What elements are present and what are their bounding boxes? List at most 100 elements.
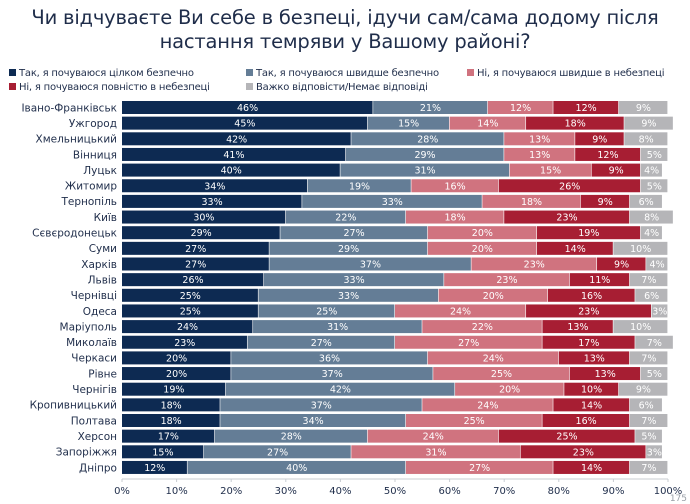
- data-label: 45%: [234, 119, 255, 130]
- data-label: 31%: [425, 447, 446, 458]
- bar-segment-rather-unsafe: [455, 382, 564, 396]
- data-label: 24%: [177, 322, 198, 333]
- bar-row: Миколаїв 23% 27% 27% 17% 7%: [66, 335, 673, 349]
- data-label: 8%: [644, 213, 659, 224]
- data-label: 11%: [589, 275, 610, 286]
- data-label: 19%: [349, 181, 370, 192]
- data-label: 15%: [152, 447, 173, 458]
- data-label: 3%: [647, 447, 662, 458]
- bar-segment-hard-to-say: [646, 257, 668, 271]
- data-label: 25%: [491, 369, 512, 380]
- data-label: 18%: [161, 416, 182, 427]
- bar-segment-fully-unsafe: [498, 429, 635, 443]
- data-label: 10%: [630, 244, 651, 255]
- bar-segment-fully-safe: [122, 398, 220, 412]
- data-label: 14%: [477, 119, 498, 130]
- legend-swatch: [467, 69, 474, 76]
- bar-segment-rather-unsafe: [411, 179, 499, 193]
- data-label: 9%: [598, 197, 613, 208]
- bar-row: Запоріжжя 15% 27% 31% 23% 3%: [56, 445, 662, 459]
- data-label: 25%: [180, 291, 201, 302]
- bar-segment-fully-safe: [122, 460, 187, 474]
- bar-row: Хмельницький 42% 28% 13% 9% 8%: [36, 132, 668, 146]
- data-label: 29%: [414, 150, 435, 161]
- x-tick-label: 20%: [220, 486, 242, 497]
- data-label: 5%: [641, 432, 656, 443]
- data-label: 12%: [597, 150, 618, 161]
- bar-segment-rather-unsafe: [504, 132, 575, 146]
- category-label: Ужгород: [69, 118, 117, 130]
- bar-segment-rather-unsafe: [405, 210, 504, 224]
- data-label: 7%: [641, 353, 656, 364]
- data-label: 20%: [472, 228, 493, 239]
- data-label: 25%: [556, 432, 577, 443]
- chart-title: Чи відчуваєте Ви себе в безпеці, ідучи с…: [0, 6, 690, 54]
- category-label: Харків: [81, 259, 117, 271]
- bar-segment-rather-safe: [285, 210, 406, 224]
- bar-segment-fully-safe: [122, 226, 280, 240]
- bar-segment-fully-unsafe: [597, 257, 646, 271]
- bar-segment-hard-to-say: [629, 194, 662, 208]
- data-label: 27%: [458, 338, 479, 349]
- bar-segment-fully-unsafe: [569, 367, 641, 381]
- data-label: 12%: [576, 103, 597, 114]
- bar-segment-fully-safe: [122, 288, 258, 302]
- bar-segment-rather-safe: [345, 147, 504, 161]
- bar-segment-fully-safe: [122, 132, 351, 146]
- bar-segment-rather-safe: [220, 398, 422, 412]
- bar-segment-fully-unsafe: [553, 460, 630, 474]
- category-label: Суми: [89, 243, 117, 255]
- data-label: 27%: [267, 447, 288, 458]
- bar-segment-fully-unsafe: [526, 116, 624, 130]
- bar-segment-rather-unsafe: [438, 288, 548, 302]
- bar-segment-fully-unsafe: [504, 210, 630, 224]
- bar-segment-hard-to-say: [629, 210, 673, 224]
- bar-segment-fully-safe: [122, 241, 269, 255]
- category-label: Тернопіль: [60, 196, 117, 208]
- data-label: 40%: [221, 166, 242, 177]
- bar-segment-hard-to-say: [651, 304, 668, 318]
- bar-segment-rather-safe: [187, 460, 406, 474]
- data-label: 26%: [182, 275, 203, 286]
- bar-row: Житомир 34% 19% 16% 26% 5%: [65, 179, 668, 193]
- bar-row: Чернівці 25% 33% 20% 16% 6%: [71, 288, 668, 302]
- data-label: 24%: [477, 400, 498, 411]
- data-label: 22%: [335, 213, 356, 224]
- data-label: 33%: [338, 291, 359, 302]
- bar-segment-fully-safe: [122, 304, 258, 318]
- bar-segment-rather-unsafe: [449, 116, 526, 130]
- data-label: 18%: [565, 119, 586, 130]
- bar-segment-rather-safe: [263, 273, 444, 287]
- bar-segment-fully-safe: [122, 429, 215, 443]
- bar-row: Чернігів 19% 42% 20% 10% 9%: [72, 382, 668, 396]
- bar-segment-rather-unsafe: [395, 335, 542, 349]
- bar-segment-hard-to-say: [629, 351, 668, 365]
- data-label: 21%: [420, 103, 441, 114]
- data-label: 24%: [450, 306, 471, 317]
- bar-row: Одеса 25% 25% 24% 23% 3%: [83, 304, 668, 318]
- data-label: 26%: [559, 181, 580, 192]
- category-label: Полтава: [71, 415, 117, 427]
- bar-segment-fully-safe: [122, 367, 231, 381]
- data-label: 19%: [578, 228, 599, 239]
- data-label: 4%: [644, 228, 659, 239]
- category-label: Львів: [88, 274, 117, 286]
- data-label: 13%: [529, 150, 550, 161]
- data-label: 10%: [630, 322, 651, 333]
- data-label: 13%: [567, 322, 588, 333]
- data-label: 37%: [311, 400, 332, 411]
- category-label: Рівне: [88, 368, 117, 380]
- bar-segment-rather-unsafe: [422, 320, 542, 334]
- data-label: 5%: [647, 181, 662, 192]
- bar-segment-rather-safe: [231, 351, 428, 365]
- bar-row: Тернопіль 33% 33% 18% 9% 6%: [60, 194, 662, 208]
- data-label: 33%: [382, 197, 403, 208]
- bar-segment-rather-safe: [367, 116, 449, 130]
- bar-row: Дніпро 12% 40% 27% 14% 7%: [79, 460, 668, 474]
- bar-segment-rather-unsafe: [367, 429, 499, 443]
- bar-row: Івано-Франківськ 46% 21% 12% 12% 9%: [21, 101, 668, 114]
- data-label: 27%: [469, 463, 490, 474]
- bar-segment-rather-unsafe: [433, 367, 570, 381]
- legend-swatch: [246, 83, 253, 90]
- data-label: 5%: [647, 150, 662, 161]
